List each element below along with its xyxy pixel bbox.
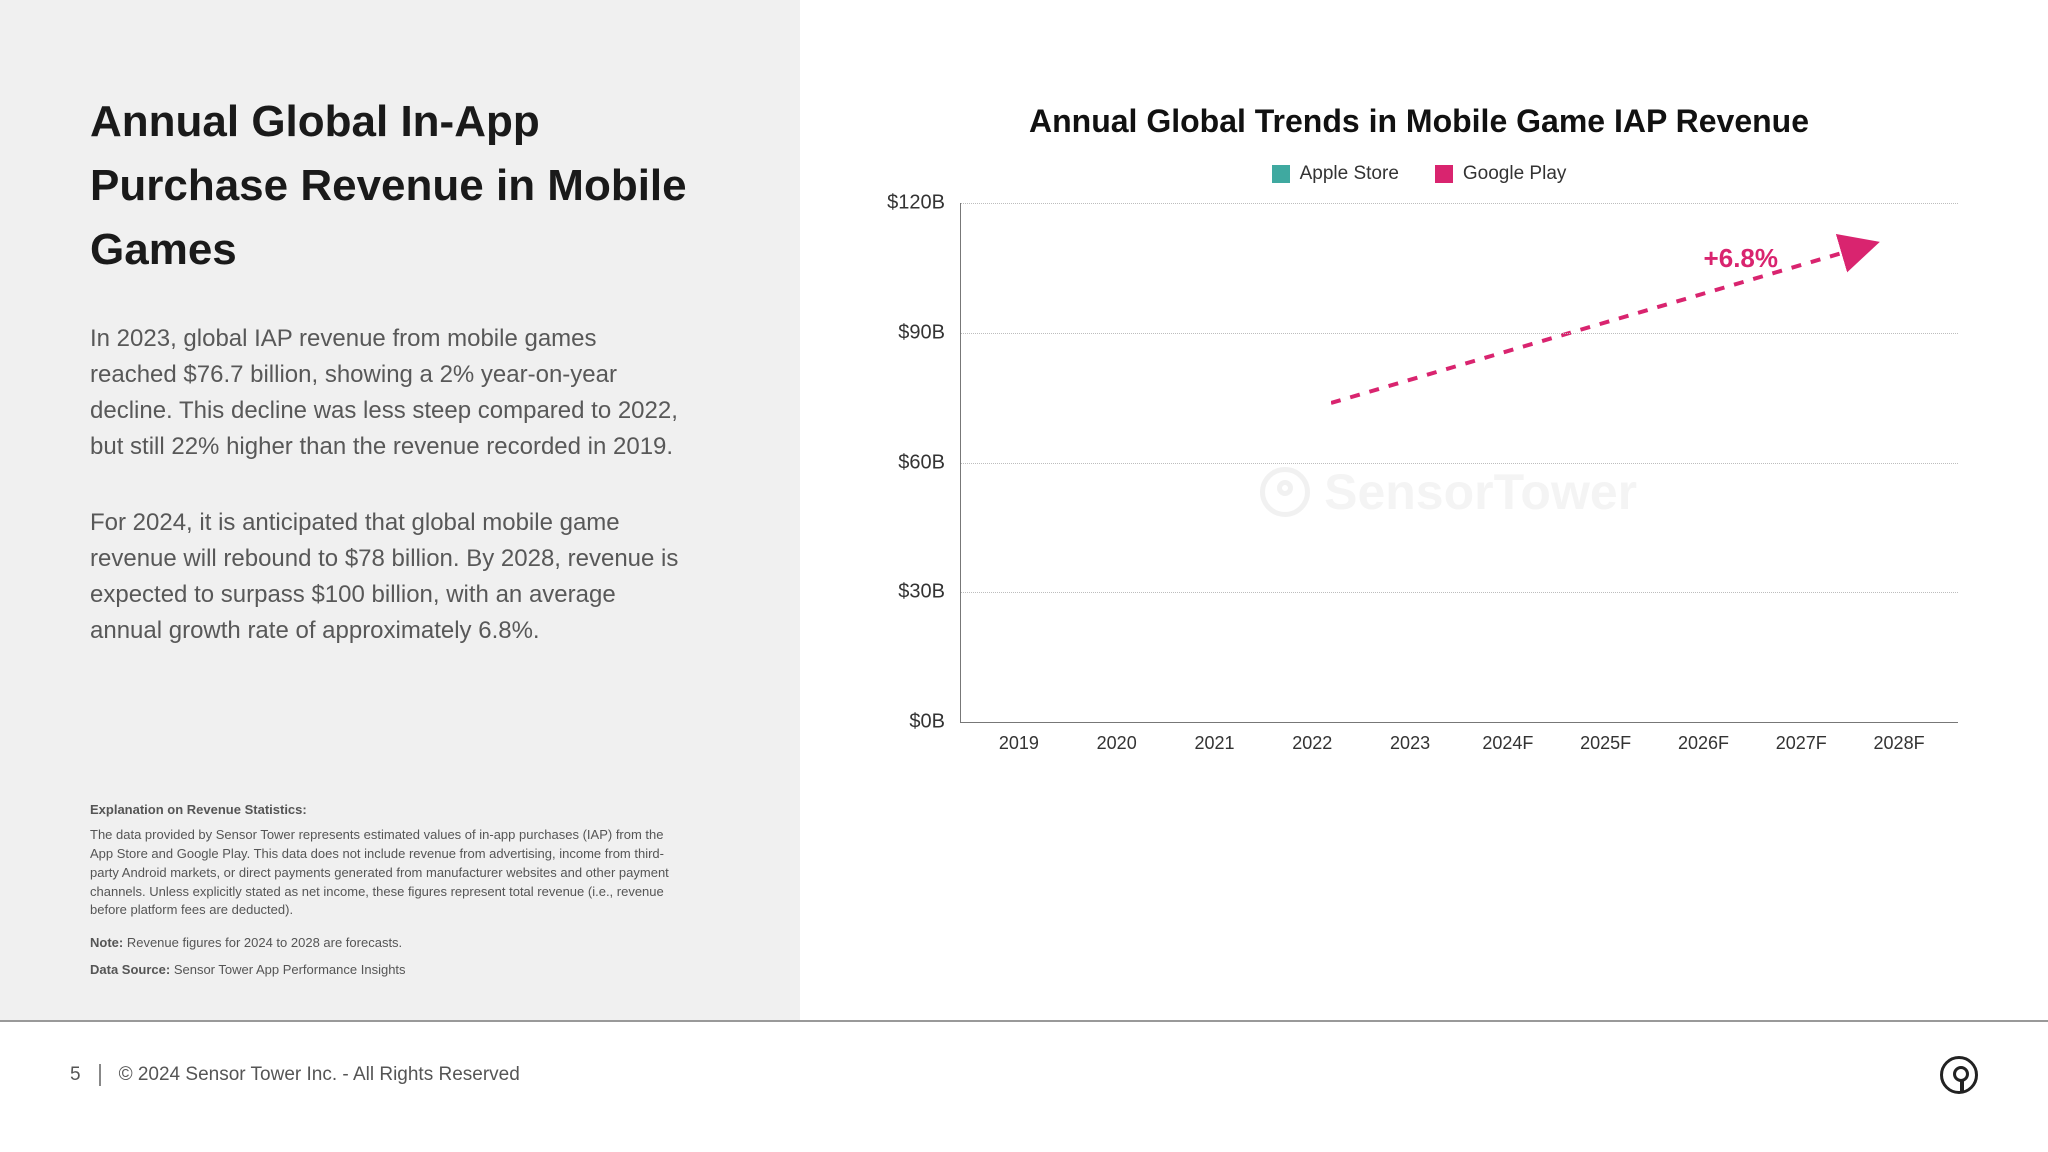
paragraph-1: In 2023, global IAP revenue from mobile … xyxy=(90,321,680,465)
legend-label-apple: Apple Store xyxy=(1300,163,1399,185)
chart-panel: Annual Global Trends in Mobile Game IAP … xyxy=(800,0,2048,1020)
x-tick-label: 2024F xyxy=(1477,723,1539,763)
chart-plot: SensorTower +6.8% $0B$30B$60B$90B$120B xyxy=(960,203,1958,723)
paragraph-2: For 2024, it is anticipated that global … xyxy=(90,505,680,649)
sensor-tower-logo-icon xyxy=(1940,1056,1978,1094)
copyright-text: © 2024 Sensor Tower Inc. - All Rights Re… xyxy=(119,1064,520,1086)
page-number: 5 xyxy=(70,1064,81,1086)
x-tick-label: 2026F xyxy=(1672,723,1734,763)
chart-area: SensorTower +6.8% $0B$30B$60B$90B$120B 2… xyxy=(960,203,1958,763)
x-tick-label: 2023 xyxy=(1379,723,1441,763)
x-tick-label: 2028F xyxy=(1868,723,1930,763)
chart-legend: Apple Store Google Play xyxy=(880,163,1958,185)
y-tick-label: $0B xyxy=(909,711,945,734)
chart-title: Annual Global Trends in Mobile Game IAP … xyxy=(880,100,1958,143)
legend-item-apple: Apple Store xyxy=(1272,163,1399,185)
note-text: Revenue figures for 2024 to 2028 are for… xyxy=(123,935,402,950)
left-panel: Annual Global In-App Purchase Revenue in… xyxy=(0,0,800,1020)
explanation-text: The data provided by Sensor Tower repres… xyxy=(90,826,670,920)
legend-item-google: Google Play xyxy=(1435,163,1567,185)
note-label: Note: xyxy=(90,935,123,950)
explanation-block: Explanation on Revenue Statistics: The d… xyxy=(90,801,670,980)
note-line: Note: Revenue figures for 2024 to 2028 a… xyxy=(90,934,670,953)
source-line: Data Source: Sensor Tower App Performanc… xyxy=(90,961,670,980)
gridline xyxy=(961,333,1958,334)
legend-swatch-apple xyxy=(1272,165,1290,183)
y-tick-label: $90B xyxy=(898,321,945,344)
slide-body: Annual Global In-App Purchase Revenue in… xyxy=(0,0,2048,1020)
x-tick-label: 2020 xyxy=(1086,723,1148,763)
slide-footer: 5 © 2024 Sensor Tower Inc. - All Rights … xyxy=(0,1020,2048,1094)
y-tick-label: $120B xyxy=(887,192,945,215)
x-tick-label: 2021 xyxy=(1183,723,1245,763)
footer-left: 5 © 2024 Sensor Tower Inc. - All Rights … xyxy=(70,1064,520,1086)
x-tick-label: 2022 xyxy=(1281,723,1343,763)
gridline xyxy=(961,203,1958,204)
gridline xyxy=(961,463,1958,464)
page-title: Annual Global In-App Purchase Revenue in… xyxy=(90,90,730,281)
legend-swatch-google xyxy=(1435,165,1453,183)
x-tick-label: 2019 xyxy=(988,723,1050,763)
gridline xyxy=(961,592,1958,593)
source-label: Data Source: xyxy=(90,962,170,977)
x-axis-labels: 2019 2020 2021 2022 2023 2024F 2025F 2026F 2027F… xyxy=(960,723,1958,763)
explanation-label: Explanation on Revenue Statistics: xyxy=(90,801,670,820)
legend-label-google: Google Play xyxy=(1463,163,1567,185)
y-tick-label: $60B xyxy=(898,451,945,474)
x-tick-label: 2027F xyxy=(1770,723,1832,763)
footer-divider xyxy=(99,1064,101,1086)
source-text: Sensor Tower App Performance Insights xyxy=(170,962,405,977)
x-tick-label: 2025F xyxy=(1575,723,1637,763)
y-tick-label: $30B xyxy=(898,581,945,604)
